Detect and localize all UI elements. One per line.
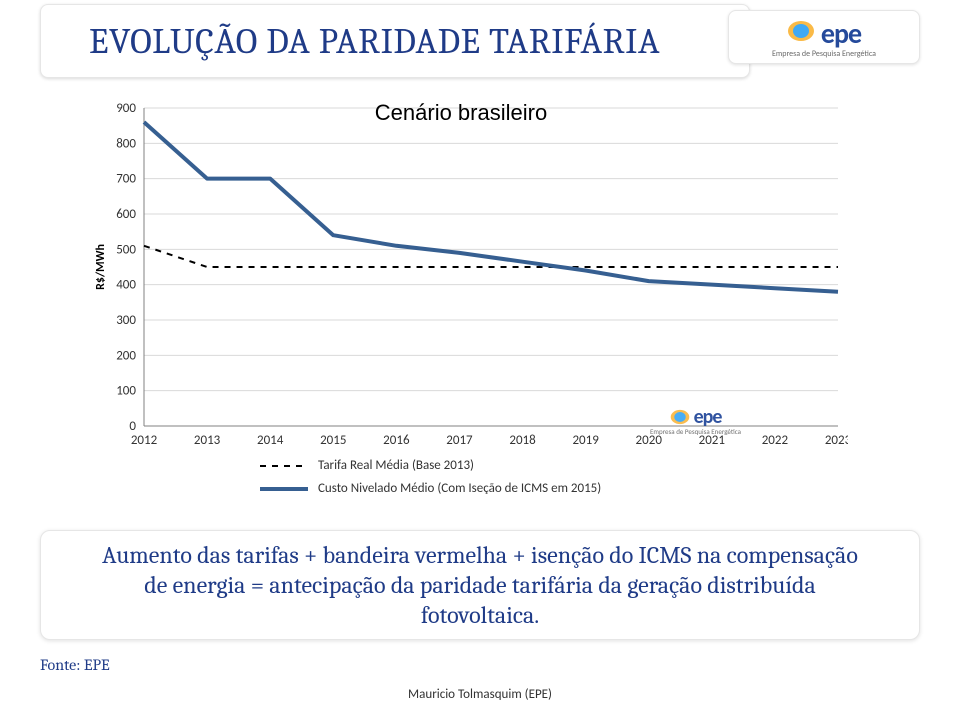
- svg-text:400: 400: [116, 278, 136, 293]
- legend-swatch-icon: [260, 483, 308, 495]
- note-card: Aumento das tarifas + bandeira vermelha …: [40, 530, 920, 640]
- svg-text:2014: 2014: [257, 433, 284, 448]
- svg-text:600: 600: [116, 207, 136, 222]
- svg-text:100: 100: [116, 384, 136, 399]
- watermark-logo: epe Empresa de Pesquisa Energética: [650, 405, 741, 436]
- chart-legend: Tarifa Real Média (Base 2013) Custo Nivel…: [260, 458, 601, 496]
- svg-text:2018: 2018: [509, 433, 536, 448]
- svg-text:300: 300: [116, 313, 136, 328]
- logo-dot-icon: [787, 17, 815, 50]
- logo-text: epe: [821, 16, 861, 51]
- legend-swatch-icon: [260, 460, 308, 472]
- svg-text:500: 500: [116, 242, 136, 257]
- svg-text:R$/MWh: R$/MWh: [94, 244, 108, 290]
- line-chart: 0 100 200 300 400 500 600 700 800 900 2012 2013 2014…: [88, 96, 848, 456]
- svg-text:900: 900: [116, 101, 136, 116]
- page-title: EVOLUÇÃO DA PARIDADE TARIFÁRIA: [89, 21, 660, 62]
- svg-text:2022: 2022: [762, 433, 789, 448]
- logo-row: epe: [787, 16, 861, 51]
- legend-item: Tarifa Real Média (Base 2013): [260, 458, 601, 473]
- svg-text:Cenário brasileiro: Cenário brasileiro: [375, 100, 547, 125]
- legend-label: Tarifa Real Média (Base 2013): [318, 458, 474, 473]
- svg-text:0: 0: [129, 419, 136, 434]
- note-line-2: de energia = antecipação da paridade tar…: [144, 570, 816, 600]
- title-card: EVOLUÇÃO DA PARIDADE TARIFÁRIA: [40, 4, 750, 78]
- svg-text:2023: 2023: [825, 433, 848, 448]
- chart-svg: 0 100 200 300 400 500 600 700 800 900 2012 2013 2014…: [88, 96, 848, 456]
- legend-label: Custo Nivelado Médio (Com Iseção de ICMS…: [318, 481, 601, 496]
- svg-text:2017: 2017: [446, 433, 473, 448]
- svg-text:2016: 2016: [383, 433, 410, 448]
- svg-text:700: 700: [116, 172, 136, 187]
- watermark-logo-text: epe: [694, 405, 722, 429]
- watermark-logo-sub: Empresa de Pesquisa Energética: [650, 427, 741, 436]
- note-line-1: Aumento das tarifas + bandeira vermelha …: [102, 540, 858, 570]
- svg-text:200: 200: [116, 348, 136, 363]
- svg-text:2019: 2019: [572, 433, 599, 448]
- source-label: Fonte: EPE: [40, 656, 110, 674]
- svg-text:2012: 2012: [131, 433, 158, 448]
- footer-text: Mauricio Tolmasquim (EPE): [0, 687, 960, 702]
- note-line-3: fotovoltaica.: [421, 600, 539, 630]
- logo-subtitle: Empresa de Pesquisa Energética: [772, 49, 876, 59]
- logo-card: epe Empresa de Pesquisa Energética: [728, 10, 920, 64]
- svg-text:800: 800: [116, 136, 136, 151]
- svg-text:2015: 2015: [320, 433, 346, 448]
- legend-item: Custo Nivelado Médio (Com Iseção de ICMS…: [260, 481, 601, 496]
- svg-text:2013: 2013: [194, 433, 221, 448]
